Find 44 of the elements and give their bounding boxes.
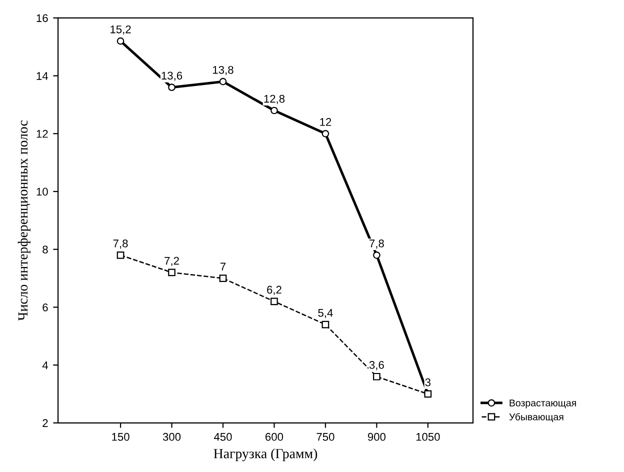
point	[373, 372, 380, 380]
y-tick-label: 10	[36, 188, 48, 196]
x-tick-label: 600	[266, 432, 284, 441]
y-tick-label: 4	[42, 361, 48, 370]
data-label: 13,6	[162, 72, 182, 81]
x-tick-label: 750	[316, 432, 334, 441]
data-label: 13,8	[213, 66, 234, 76]
data-label: 15,2	[110, 25, 131, 35]
y-tick-label: 12	[36, 130, 48, 138]
point	[116, 37, 124, 45]
point	[322, 130, 330, 138]
y-tick-label: 8	[42, 246, 48, 254]
point	[168, 84, 176, 92]
x-tick-label: 900	[368, 432, 386, 441]
y-tick-label: 6	[42, 303, 48, 312]
data-label: 6,2	[267, 286, 282, 295]
point	[168, 268, 176, 276]
point	[373, 251, 380, 259]
y-axis-title: Число интерференционных полос	[18, 120, 30, 321]
y-tick-label: 2	[42, 419, 48, 427]
data-label: 7,2	[164, 256, 179, 266]
x-tick-label: 1050	[416, 432, 440, 441]
point	[270, 106, 278, 114]
x-tick-label: 300	[162, 432, 181, 441]
point	[116, 251, 124, 259]
x-tick-label: 150	[112, 432, 130, 441]
data-label: 7,8	[370, 240, 384, 249]
legend-label: Возрастающая	[510, 400, 576, 408]
point	[219, 78, 227, 86]
x-axis-title: Нагрузка (Грамм)	[214, 448, 318, 462]
data-label: 5,4	[318, 309, 333, 318]
legend-label: Убывающая	[509, 413, 564, 422]
data-label: 12	[320, 118, 332, 126]
point	[219, 274, 227, 282]
data-label: 7,8	[113, 240, 128, 249]
point	[270, 298, 278, 306]
data-label: 7	[220, 262, 226, 270]
data-label: 3,6	[369, 361, 384, 370]
data-label: 12,8	[264, 94, 285, 104]
data-label: 3	[425, 378, 431, 386]
y-tick-label: 14	[36, 72, 48, 80]
x-tick-label: 450	[214, 432, 232, 441]
point	[322, 320, 330, 328]
y-tick-label: 16	[36, 14, 48, 22]
